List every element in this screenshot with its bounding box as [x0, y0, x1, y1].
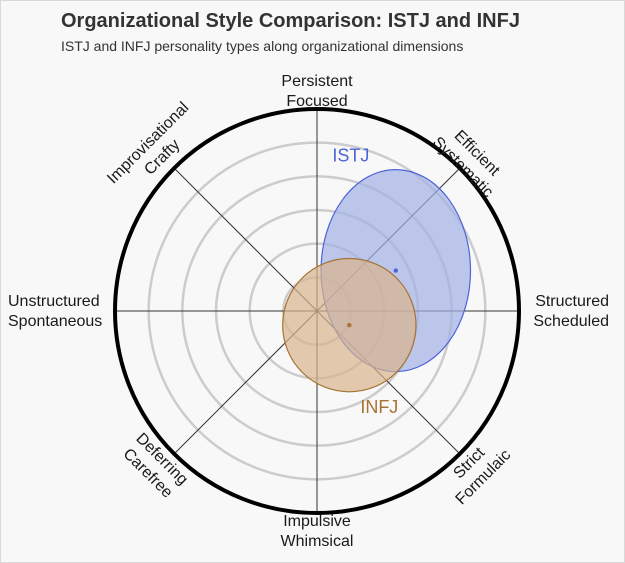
- axis-label-persistent-2: Focused: [286, 93, 347, 110]
- outer-circle: [113, 107, 521, 515]
- series-layer: ISTJ INFJ: [282, 146, 472, 417]
- chart-title: Organizational Style Comparison: ISTJ an…: [61, 10, 520, 32]
- axis-label-structured-2: Scheduled: [533, 313, 609, 330]
- axis-label-unstructured-1: Unstructured: [8, 293, 100, 310]
- axis-label-impulsive-2: Whimsical: [281, 533, 354, 550]
- axis-label-unstructured-2: Spontaneous: [8, 313, 102, 330]
- series-point-infj: [347, 322, 352, 328]
- axis-label-persistent-1: Persistent: [281, 73, 353, 90]
- series-point-istj: [393, 268, 398, 273]
- series-label-infj: INFJ: [360, 397, 398, 417]
- chart-subtitle: ISTJ and INFJ personality types along or…: [61, 38, 464, 54]
- axis-label-impulsive-1: Impulsive: [283, 513, 351, 530]
- series-label-istj: ISTJ: [332, 146, 369, 166]
- axis-label-structured-1: Structured: [535, 293, 609, 310]
